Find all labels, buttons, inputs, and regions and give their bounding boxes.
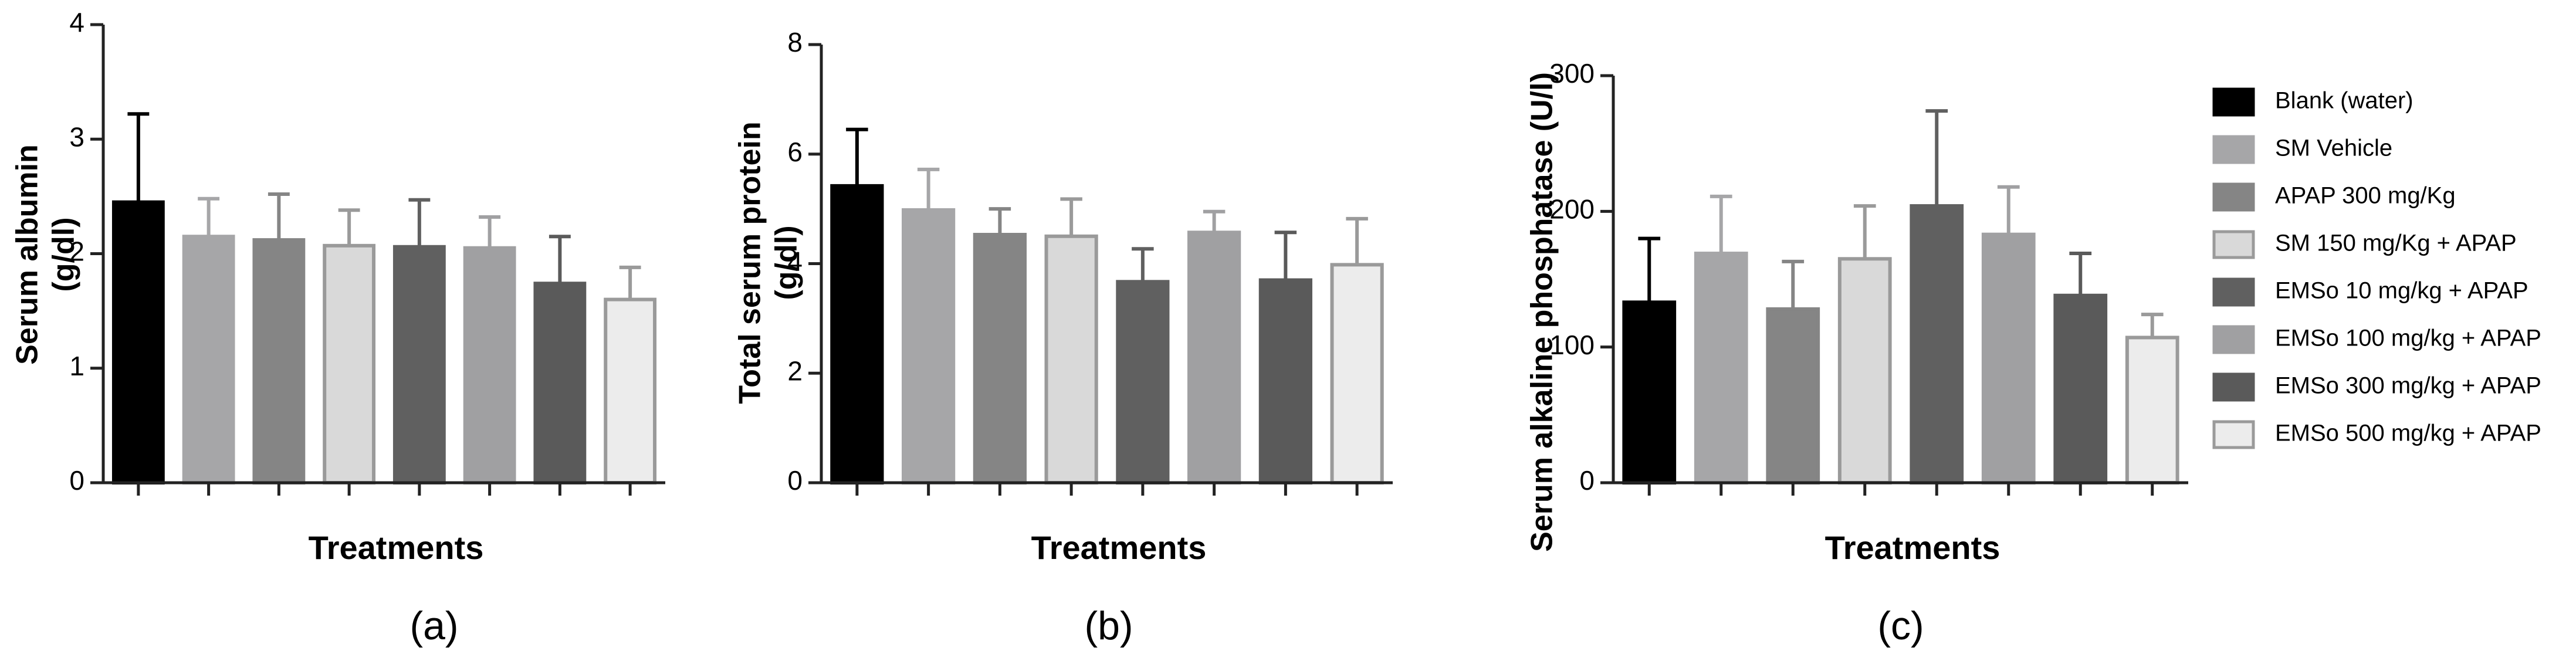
legend-label: EMSo 300 mg/kg + APAP [2275,373,2541,399]
panel-label: (c) [1877,604,1924,648]
legend-label: EMSo 100 mg/kg + APAP [2275,326,2541,351]
bar [830,184,884,484]
y-tick-label: 0 [1579,465,1595,496]
y-tick-label: 1 [69,351,84,381]
panel-label: (a) [409,604,458,648]
y-axis-label: Serum alkaline phosphatase (U/l) [1525,72,1559,552]
x-axis-label: Treatments [1825,529,2000,566]
legend: Blank (water) SM Vehicle APAP 300 mg/Kg SM … [2212,87,2541,449]
bar [1258,278,1312,484]
bar-chart: 0 2 4 6 8 Total serum protein (g/dl) Treatments… [733,27,1393,648]
legend-swatch [2212,277,2255,307]
bar [604,297,657,484]
y-tick-label: 4 [787,246,803,277]
bar [1044,234,1098,484]
bar [533,282,587,484]
legend-swatch [2212,87,2255,117]
panel-label: (b) [1084,604,1133,648]
y-axis-label: (g/dl) [47,217,81,292]
legend-label: Blank (water) [2275,88,2413,114]
y-tick-label: 2 [787,355,803,386]
y-tick-label: 300 [1549,58,1595,89]
legend-label: EMSo 500 mg/kg + APAP [2275,421,2541,446]
bar [1622,300,1677,484]
x-axis-label: Treatments [309,529,484,566]
bar [252,238,306,484]
bar [1116,280,1170,484]
bar [392,245,446,484]
bar [1766,307,1820,484]
legend-swatch [2212,372,2255,402]
bar [323,243,376,484]
bar-chart: 0 1 2 3 4 Serum albumin (g/dl) Treatments (a) [11,7,665,648]
bar [111,200,165,484]
x-axis-label: Treatments [1031,529,1207,566]
y-tick-label: 0 [787,465,803,496]
bar [973,233,1027,484]
legend-label: SM Vehicle [2275,135,2392,161]
y-tick-label: 4 [69,7,84,38]
bar [1910,204,1964,484]
legend-swatch [2212,135,2255,164]
bar [902,208,956,484]
bar [1981,232,2036,484]
legend-swatch [2212,420,2255,449]
y-tick-label: 200 [1549,194,1595,224]
y-tick-label: 0 [69,465,84,496]
bar [1694,252,1748,484]
bar [2053,293,2108,484]
bar [1837,257,1892,484]
bar [1330,263,1384,484]
legend-label: EMSo 10 mg/kg + APAP [2275,278,2528,304]
y-axis-label: Total serum protein [733,121,767,404]
y-axis-label: (g/dl) [770,225,804,300]
legend-swatch [2212,182,2255,212]
bar [2125,336,2179,484]
legend-label: SM 150 mg/Kg + APAP [2275,231,2517,256]
legend-label: APAP 300 mg/Kg [2275,183,2456,209]
y-tick-label: 2 [69,236,84,267]
bar [182,235,235,484]
y-tick-label: 100 [1549,330,1595,360]
bar [463,246,516,484]
legend-swatch [2212,325,2255,354]
y-axis-label: Serum albumin [11,144,45,365]
y-tick-label: 8 [787,27,803,57]
legend-swatch [2212,230,2255,259]
bar [1187,231,1241,484]
y-tick-label: 3 [69,121,84,152]
y-tick-label: 6 [787,137,803,167]
